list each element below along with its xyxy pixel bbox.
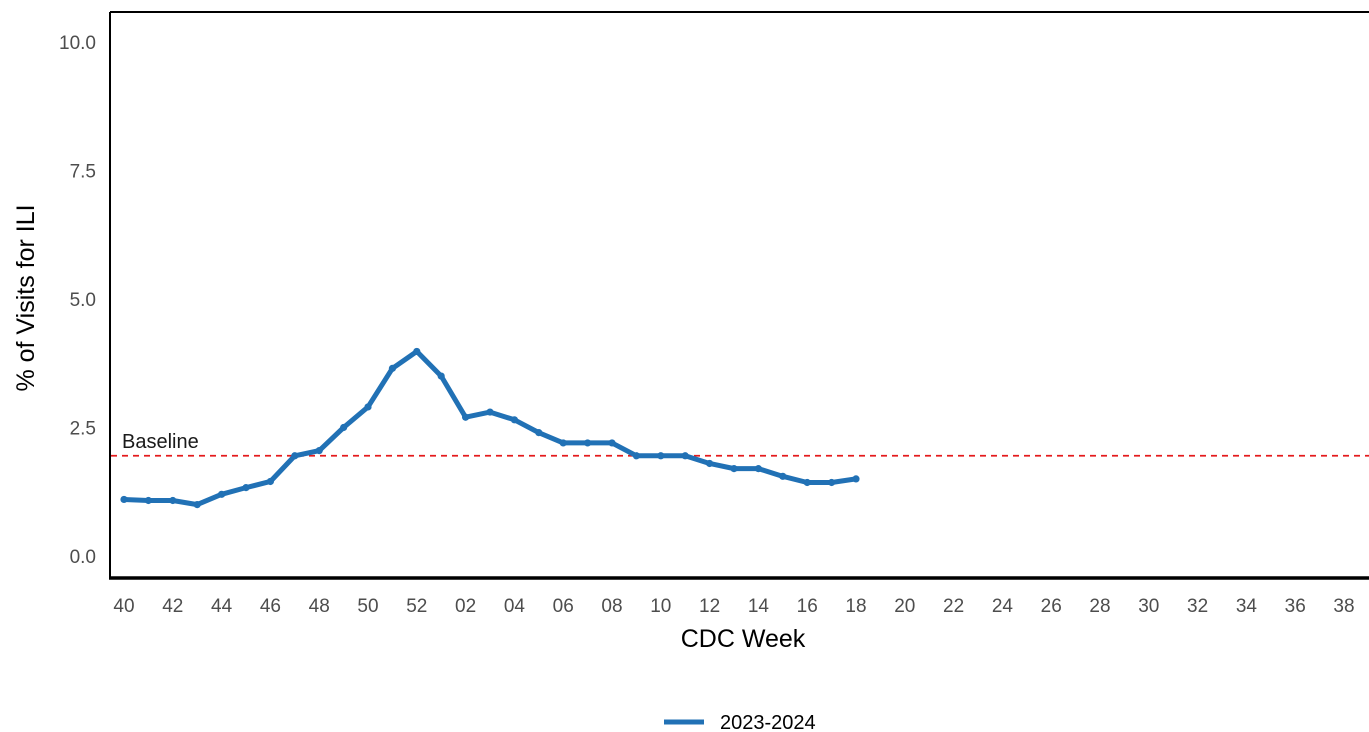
x-tick-label: 28 <box>1089 596 1110 617</box>
data-point <box>608 439 616 447</box>
x-tick-label: 16 <box>797 596 818 617</box>
data-point <box>657 452 665 460</box>
x-tick-label: 50 <box>357 596 378 617</box>
data-point <box>340 423 348 432</box>
x-tick-label: 48 <box>309 596 330 617</box>
x-tick-label: 14 <box>748 596 770 617</box>
x-tick-label: 06 <box>553 596 574 617</box>
data-point <box>803 478 811 487</box>
data-point <box>193 501 201 509</box>
x-tick-label: 52 <box>406 596 427 617</box>
data-point <box>120 495 128 504</box>
y-axis-title: % of Visits for ILI <box>12 204 40 391</box>
series-line-2023-2024 <box>121 348 859 508</box>
x-tick-label: 34 <box>1236 596 1258 617</box>
x-tick-label: 10 <box>650 596 671 617</box>
data-point <box>364 403 372 411</box>
x-tick-label: 42 <box>162 596 183 617</box>
y-tick-label: 0.0 <box>70 547 96 568</box>
x-axis-title: CDC Week <box>681 625 806 653</box>
data-point <box>535 429 543 437</box>
x-tick-label: 08 <box>601 596 622 617</box>
x-tick-label: 22 <box>943 596 964 617</box>
x-tick-label: 44 <box>211 596 233 617</box>
data-point <box>852 475 860 483</box>
data-point <box>681 452 689 460</box>
x-tick-label: 24 <box>992 596 1014 617</box>
data-point <box>413 347 421 356</box>
y-tick-label: 10.0 <box>59 33 96 54</box>
x-tick-label: 40 <box>113 596 134 617</box>
x-tick-label: 46 <box>260 596 281 617</box>
data-point <box>169 496 177 505</box>
y-axis-ticks: 0.0 2.5 5.0 7.5 10.0 <box>59 33 96 568</box>
x-tick-label: 26 <box>1041 596 1062 617</box>
x-axis-ticks: 40 42 44 46 48 50 52 02 04 06 08 10 12 14 16 18 20 22 24 26… <box>113 596 1354 617</box>
legend: 2023-2024 <box>664 712 816 732</box>
y-tick-label: 7.5 <box>70 162 96 183</box>
baseline-label: Baseline <box>122 431 199 453</box>
data-point <box>730 465 738 473</box>
data-point <box>144 496 152 505</box>
data-point <box>510 416 518 424</box>
x-tick-label: 36 <box>1285 596 1306 617</box>
data-point <box>779 472 787 480</box>
data-point <box>218 490 226 498</box>
legend-label-2023-2024: 2023-2024 <box>720 712 816 732</box>
data-point <box>486 408 494 416</box>
y-tick-label: 2.5 <box>70 419 96 440</box>
data-point <box>462 413 470 421</box>
data-point <box>266 477 274 486</box>
x-tick-label: 38 <box>1333 596 1354 617</box>
series-layer <box>120 347 860 509</box>
x-tick-label: 20 <box>894 596 915 617</box>
data-point <box>315 447 323 455</box>
x-tick-label: 04 <box>504 596 526 617</box>
data-point <box>437 372 445 380</box>
data-point <box>584 439 592 447</box>
data-point <box>632 452 641 460</box>
data-point <box>242 484 250 492</box>
plot-panel <box>109 11 1369 580</box>
y-tick-label: 5.0 <box>70 290 96 311</box>
data-point <box>828 478 836 487</box>
data-point <box>388 364 396 372</box>
x-tick-label: 12 <box>699 596 720 617</box>
data-point <box>754 465 763 473</box>
x-tick-label: 18 <box>845 596 866 617</box>
x-tick-label: 30 <box>1138 596 1159 617</box>
data-point <box>706 459 714 468</box>
data-point <box>559 439 567 447</box>
data-point <box>291 452 299 460</box>
baseline-layer: Baseline <box>111 431 1369 457</box>
x-tick-label: 32 <box>1187 596 1208 617</box>
x-tick-label: 02 <box>455 596 476 617</box>
